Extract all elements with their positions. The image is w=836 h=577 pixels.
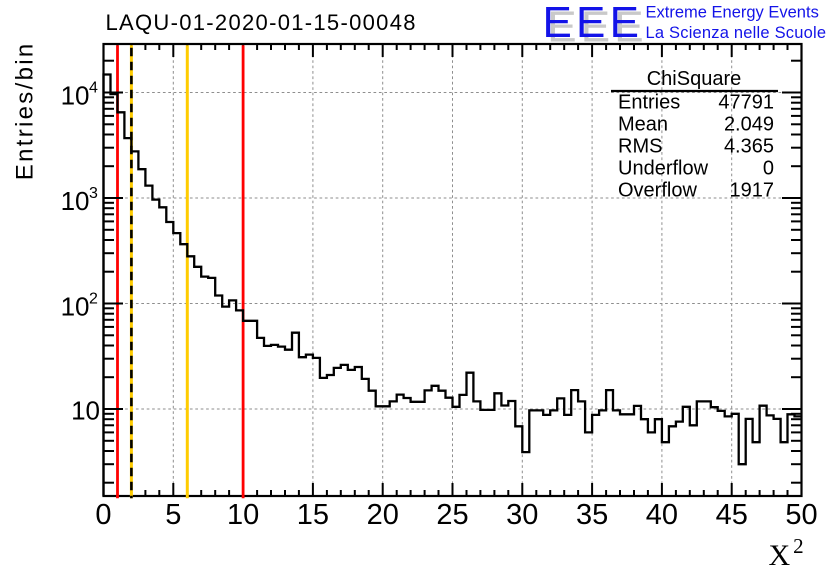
- svg-text:47791: 47791: [718, 92, 774, 114]
- svg-text:EEE: EEE: [543, 0, 644, 47]
- svg-text:0: 0: [763, 158, 774, 180]
- svg-text:Overflow: Overflow: [618, 180, 697, 202]
- svg-text:40: 40: [646, 499, 678, 531]
- svg-text:EEE: EEE: [547, 3, 648, 52]
- svg-text:30: 30: [506, 499, 538, 531]
- svg-text:20: 20: [367, 499, 399, 531]
- svg-text:LAQU-01-2020-01-15-00048: LAQU-01-2020-01-15-00048: [106, 10, 417, 35]
- svg-text:Entries: Entries: [618, 92, 680, 114]
- svg-text:La Scienza nelle Scuole: La Scienza nelle Scuole: [646, 24, 827, 42]
- svg-text:5: 5: [165, 499, 181, 531]
- svg-text:10: 10: [61, 292, 90, 322]
- svg-text:Underflow: Underflow: [618, 158, 709, 180]
- svg-text:RMS: RMS: [618, 136, 662, 158]
- svg-text:Entries/bin: Entries/bin: [12, 41, 39, 180]
- svg-text:0: 0: [95, 499, 111, 531]
- svg-text:35: 35: [576, 499, 608, 531]
- svg-text:4.365: 4.365: [724, 136, 774, 158]
- svg-text:3: 3: [89, 185, 98, 202]
- svg-text:15: 15: [297, 499, 329, 531]
- svg-text:10: 10: [61, 186, 90, 216]
- svg-text:Extreme Energy Events: Extreme Energy Events: [646, 4, 819, 22]
- svg-text:50: 50: [785, 499, 817, 531]
- svg-text:10: 10: [71, 396, 100, 426]
- svg-text:4: 4: [89, 80, 98, 97]
- svg-text:Mean: Mean: [618, 114, 668, 136]
- svg-text:25: 25: [436, 499, 468, 531]
- svg-text:2: 2: [89, 291, 98, 308]
- svg-text:10: 10: [61, 81, 90, 111]
- svg-text:X2: X2: [769, 534, 804, 572]
- svg-text:2.049: 2.049: [724, 114, 774, 136]
- svg-text:45: 45: [716, 499, 748, 531]
- svg-text:10: 10: [227, 499, 259, 531]
- svg-text:ChiSquare: ChiSquare: [647, 68, 742, 90]
- svg-text:1917: 1917: [730, 180, 775, 202]
